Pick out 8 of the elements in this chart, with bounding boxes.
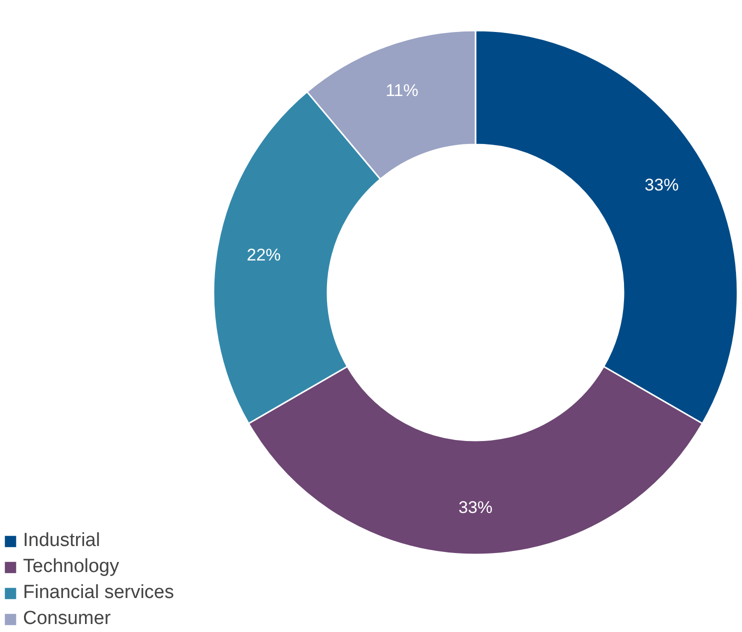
legend-label: Industrial <box>23 530 100 552</box>
data-label: 33% <box>644 176 679 194</box>
legend-label: Financial services <box>23 582 174 604</box>
legend-label: Consumer <box>23 608 111 630</box>
data-label: 33% <box>458 498 493 517</box>
legend-label: Technology <box>23 556 120 578</box>
data-label: 11% <box>386 80 418 100</box>
data-label: 22% <box>246 246 281 265</box>
